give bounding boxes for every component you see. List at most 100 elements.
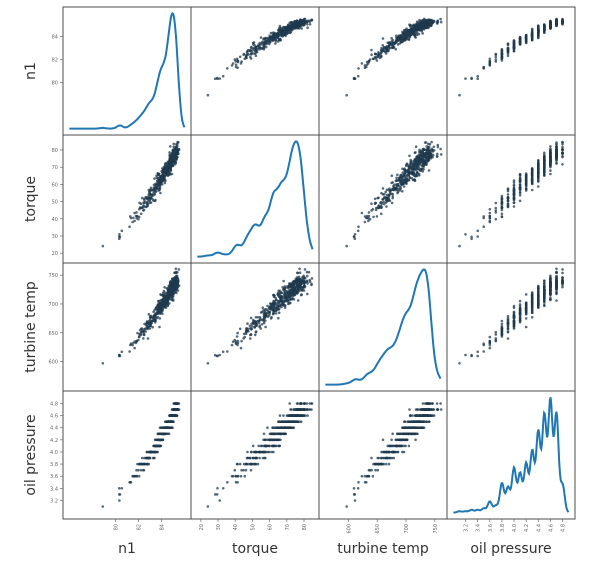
data-point [133, 340, 136, 344]
data-point [164, 420, 167, 424]
data-point [404, 164, 408, 167]
scatter-turbine-temp-vs-torque [206, 267, 314, 365]
data-point [409, 160, 412, 164]
data-point [131, 343, 134, 347]
panel-oil-pressure-vs-n1 [62, 390, 192, 520]
data-point [537, 284, 540, 288]
data-point [555, 289, 558, 292]
data-point [260, 323, 264, 326]
data-point [476, 77, 480, 81]
data-point [427, 169, 431, 172]
data-point [145, 202, 149, 205]
data-point [101, 244, 105, 248]
panel-turbine-temp-vs-oil-pressure [446, 262, 576, 392]
data-point [163, 181, 167, 185]
data-point [500, 55, 504, 59]
data-point [530, 299, 534, 303]
data-point [436, 152, 439, 156]
data-point [275, 298, 278, 302]
data-point [406, 170, 410, 174]
data-point [555, 23, 558, 26]
data-point [506, 202, 510, 205]
data-point [415, 165, 418, 169]
data-point [494, 55, 498, 59]
data-point [530, 37, 534, 40]
data-point [506, 43, 510, 46]
data-point [266, 311, 270, 315]
data-point [305, 280, 309, 284]
data-point [488, 219, 492, 223]
data-point [391, 45, 395, 49]
data-point [408, 154, 411, 158]
data-point [234, 341, 238, 345]
data-point [367, 62, 370, 65]
data-point [384, 190, 388, 194]
data-point [506, 196, 510, 200]
data-point [482, 225, 486, 228]
data-point [353, 77, 357, 80]
data-point [512, 39, 516, 42]
data-point [163, 167, 166, 171]
data-point [272, 32, 276, 36]
data-point [381, 187, 385, 190]
data-point [500, 333, 504, 337]
data-point [518, 199, 522, 203]
data-point [426, 20, 430, 24]
data-point [373, 197, 377, 201]
data-point [404, 170, 407, 173]
data-point [500, 325, 504, 328]
data-point [175, 142, 178, 146]
data-point [409, 158, 413, 162]
data-point [370, 202, 373, 205]
data-point [537, 295, 540, 299]
data-point [133, 219, 136, 223]
data-point [512, 197, 516, 200]
data-point [524, 312, 528, 316]
data-point [298, 21, 301, 24]
data-point [177, 402, 181, 405]
data-point [414, 160, 418, 164]
data-point [543, 151, 546, 155]
data-point [170, 292, 174, 296]
data-point [506, 204, 510, 207]
data-point [543, 292, 546, 296]
data-point [277, 316, 280, 320]
scatter-turbine-temp-vs-n1 [101, 267, 181, 365]
data-point [561, 271, 564, 275]
data-point [518, 319, 522, 323]
data-point [264, 325, 267, 329]
data-point [555, 274, 558, 278]
data-point [392, 184, 395, 188]
data-point [152, 190, 155, 194]
scatter-torque-vs-oil-pressure [458, 140, 564, 248]
data-point [395, 34, 398, 37]
data-point [398, 189, 402, 192]
data-point [458, 362, 461, 365]
data-point [512, 179, 516, 182]
data-point [167, 297, 171, 301]
data-point [254, 324, 257, 328]
data-point [373, 55, 377, 59]
data-point [379, 212, 383, 216]
data-point [259, 327, 263, 330]
data-point [268, 36, 272, 39]
data-point [230, 64, 234, 67]
data-point [263, 312, 267, 316]
data-point [561, 154, 564, 158]
data-point [555, 142, 558, 146]
data-point [282, 279, 285, 283]
data-point [482, 343, 486, 347]
data-point [549, 160, 552, 164]
data-point [518, 194, 522, 197]
data-point [308, 20, 312, 24]
data-point [518, 183, 522, 186]
data-point [506, 54, 510, 58]
data-point [409, 27, 413, 31]
data-point [153, 312, 157, 316]
data-point [549, 148, 552, 152]
data-point [280, 305, 283, 309]
data-point [439, 20, 443, 24]
data-point [171, 277, 174, 281]
data-point [555, 152, 558, 156]
data-point [136, 331, 139, 335]
